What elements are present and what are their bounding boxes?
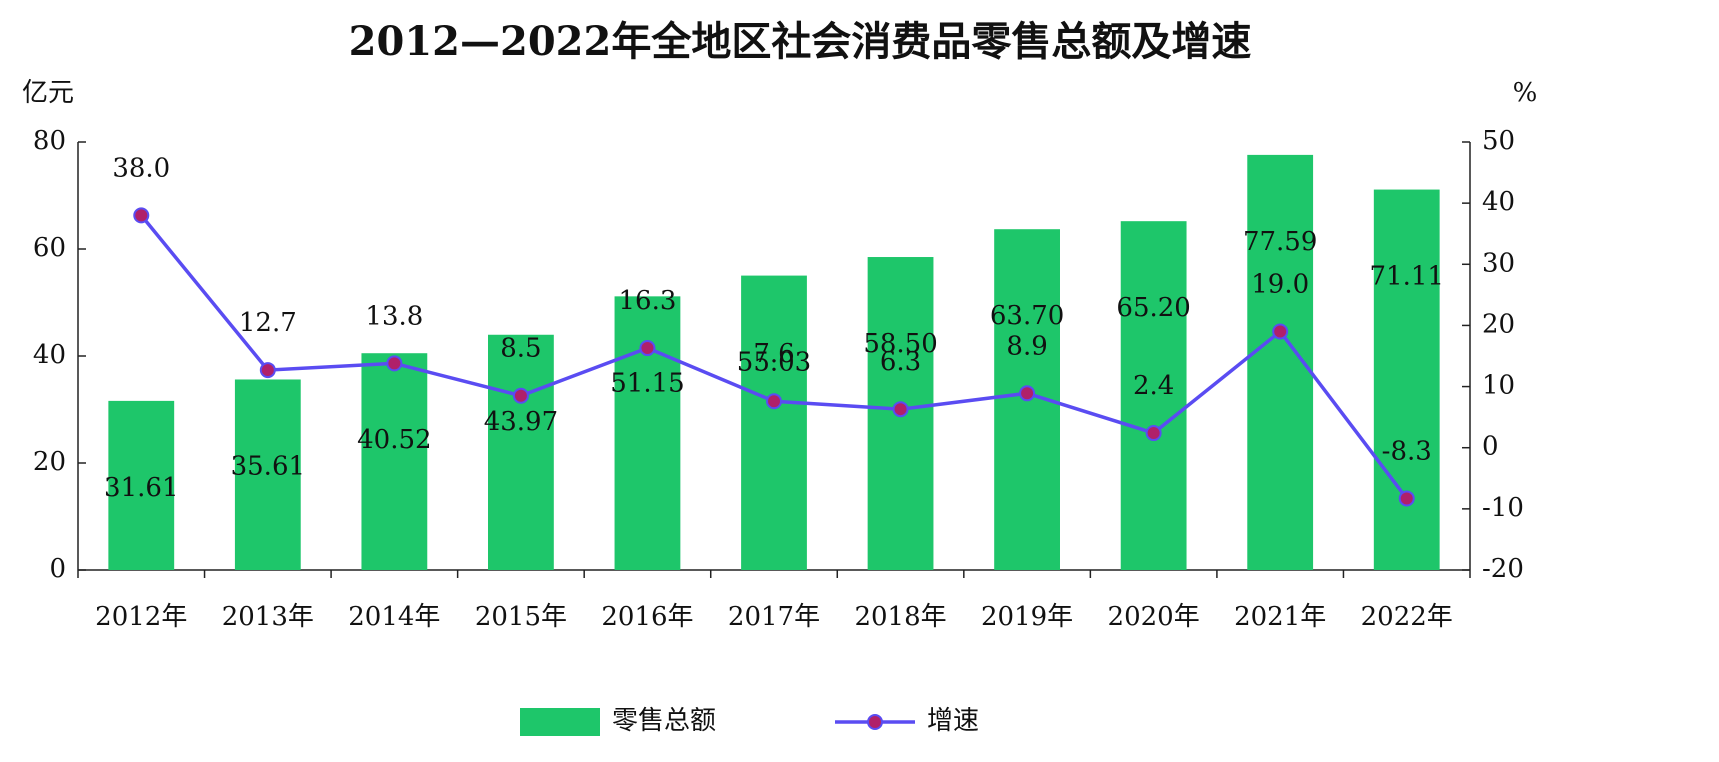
y-tick-label: 20: [33, 447, 66, 477]
legend-label: 零售总额: [612, 706, 716, 736]
bar: [1120, 221, 1187, 570]
bar-value-label: 77.59: [1243, 227, 1317, 257]
line-marker: [1145, 425, 1162, 442]
bar-value-label: 65.20: [1116, 293, 1190, 323]
line-value-label: 8.9: [1006, 331, 1047, 361]
line-marker: [1019, 385, 1036, 402]
x-tick-label: 2012年: [95, 602, 187, 632]
y2-tick-label: 50: [1482, 126, 1515, 156]
bar-value-label: 35.61: [231, 451, 305, 481]
x-tick-label: 2019年: [981, 602, 1073, 632]
x-tick-label: 2014年: [348, 602, 440, 632]
line-marker: [1398, 490, 1415, 507]
y2-tick-label: 10: [1482, 371, 1515, 401]
line-value-label: 38.0: [112, 153, 170, 183]
y2-axis-label: %: [1513, 78, 1538, 108]
chart-title: 2012—2022年全地区社会消费品零售总额及增速: [349, 18, 1252, 65]
x-tick-label: 2017年: [728, 602, 820, 632]
x-tick-label: 2021年: [1234, 602, 1326, 632]
bar: [361, 353, 428, 570]
x-tick-label: 2018年: [854, 602, 946, 632]
x-tick-label: 2020年: [1108, 602, 1200, 632]
y-tick-label: 60: [33, 233, 66, 263]
line-value-label: 12.7: [239, 308, 297, 338]
x-tick-label: 2015年: [475, 602, 567, 632]
y2-tick-label: -20: [1482, 554, 1524, 584]
y-tick-label: 0: [49, 554, 66, 584]
bar-value-label: 55.03: [737, 348, 811, 378]
y-tick-label: 40: [33, 340, 66, 370]
y2-tick-label: 0: [1482, 432, 1499, 462]
bar-value-label: 43.97: [484, 407, 558, 437]
bar: [488, 334, 554, 570]
y2-tick-label: 30: [1482, 248, 1515, 278]
line-value-label: 16.3: [619, 286, 677, 316]
bar: [108, 400, 175, 570]
line-value-label: 2.4: [1133, 371, 1174, 401]
bar-value-label: 63.70: [990, 301, 1064, 331]
line-marker: [259, 362, 276, 379]
line-marker: [133, 207, 150, 224]
legend-swatch: [520, 708, 600, 736]
line-marker: [766, 393, 782, 410]
bar: [741, 275, 807, 570]
bar: [614, 296, 681, 570]
line-marker: [639, 340, 656, 357]
bar-value-label: 71.11: [1370, 262, 1444, 292]
line-value-label: -8.3: [1382, 436, 1432, 466]
x-tick-label: 2022年: [1361, 602, 1453, 632]
line-marker: [892, 401, 909, 418]
bar-value-label: 31.61: [104, 473, 178, 503]
line-value-label: 6.3: [880, 347, 921, 377]
y2-tick-label: 20: [1482, 309, 1515, 339]
bar-value-label: 51.15: [610, 368, 684, 398]
line-value-label: 8.5: [500, 334, 541, 364]
bar-value-label: 40.52: [357, 425, 431, 455]
line-marker: [1272, 323, 1289, 340]
y-axis-label: 亿元: [22, 78, 74, 108]
bar: [1373, 189, 1440, 570]
y2-tick-label: -10: [1482, 493, 1524, 523]
line-value-label: 13.8: [365, 301, 423, 331]
line-value-label: 7.6: [753, 339, 794, 369]
legend-marker: [867, 714, 883, 730]
line-value-label: 19.0: [1251, 270, 1309, 300]
y-tick-label: 80: [33, 126, 66, 156]
bar: [234, 379, 301, 570]
bar-value-label: 58.50: [863, 329, 937, 359]
x-tick-label: 2016年: [601, 602, 693, 632]
x-tick-label: 2013年: [222, 602, 314, 632]
legend-label: 增速: [927, 706, 979, 736]
line-marker: [386, 355, 403, 372]
y2-tick-label: 40: [1482, 187, 1515, 217]
line-marker: [512, 387, 529, 404]
